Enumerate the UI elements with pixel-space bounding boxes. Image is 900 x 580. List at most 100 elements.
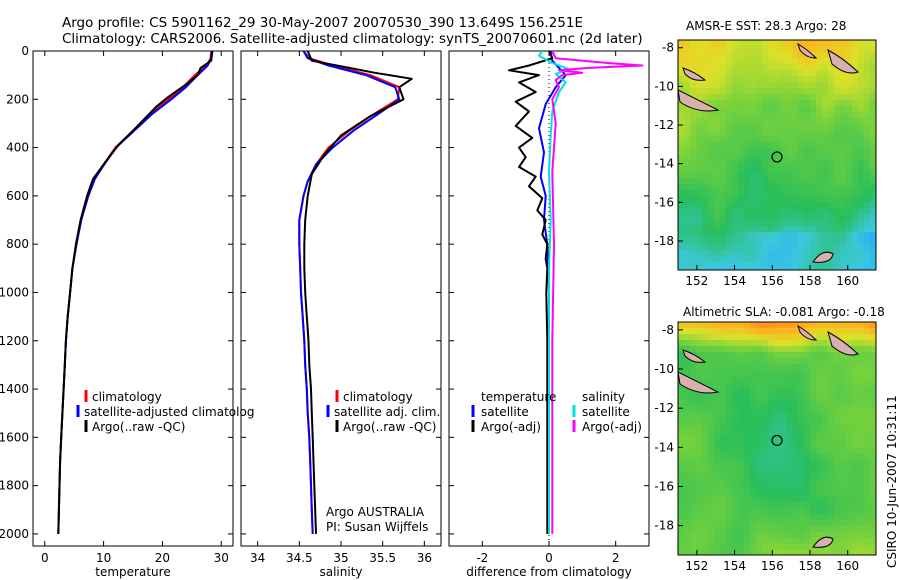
heatmap-cell bbox=[804, 178, 811, 185]
heatmap-cell bbox=[864, 550, 871, 555]
heatmap-cell bbox=[828, 394, 835, 401]
heatmap-cell bbox=[762, 226, 769, 233]
heatmap-cell bbox=[678, 484, 685, 491]
heatmap-cell bbox=[816, 106, 823, 113]
heatmap-cell bbox=[726, 88, 733, 95]
heatmap-cell bbox=[834, 358, 841, 365]
heatmap-cell bbox=[702, 496, 709, 503]
salinity-legend: climatology satellite adj. clim. Argo(..… bbox=[326, 390, 440, 534]
heatmap-cell bbox=[780, 472, 787, 479]
heatmap-cell bbox=[786, 172, 793, 179]
heatmap-cell bbox=[732, 46, 739, 53]
heatmap-cell bbox=[846, 256, 853, 263]
heatmap-cell bbox=[708, 232, 715, 239]
heatmap-cell bbox=[858, 454, 865, 461]
heatmap-cell bbox=[810, 442, 817, 449]
heatmap-cell bbox=[738, 82, 745, 89]
heatmap-cell bbox=[726, 400, 733, 407]
heatmap-cell bbox=[780, 514, 787, 521]
heatmap-cell bbox=[846, 232, 853, 239]
heatmap-cell bbox=[780, 442, 787, 449]
heatmap-cell bbox=[870, 514, 876, 521]
heatmap-cell bbox=[816, 466, 823, 473]
heatmap-cell bbox=[774, 118, 781, 125]
heatmap-cell bbox=[690, 460, 697, 467]
heatmap-cell bbox=[834, 148, 841, 155]
heatmap-cell bbox=[822, 226, 829, 233]
series-line bbox=[298, 51, 401, 534]
heatmap-cell bbox=[870, 196, 876, 203]
heatmap-cell bbox=[810, 502, 817, 509]
heatmap-cell bbox=[768, 238, 775, 245]
heatmap-cell bbox=[798, 232, 805, 239]
heatmap-cell bbox=[762, 238, 769, 245]
heatmap-cell bbox=[726, 160, 733, 167]
heatmap-cell bbox=[678, 106, 685, 113]
temperature-legend: climatology satellite-adjusted climatolo… bbox=[76, 390, 254, 434]
heatmap-cell bbox=[804, 142, 811, 149]
heatmap-cell bbox=[840, 496, 847, 503]
heatmap-cell bbox=[714, 436, 721, 443]
heatmap-cell bbox=[762, 256, 769, 263]
heatmap-cell bbox=[852, 208, 859, 215]
heatmap-cell bbox=[816, 400, 823, 407]
heatmap-cell bbox=[702, 478, 709, 485]
heatmap-cell bbox=[828, 100, 835, 107]
heatmap-cell bbox=[774, 496, 781, 503]
heatmap-cell bbox=[864, 232, 871, 239]
heatmap-cell bbox=[750, 436, 757, 443]
heatmap-cell bbox=[786, 382, 793, 389]
heatmap-cell bbox=[732, 376, 739, 383]
heatmap-cell bbox=[756, 382, 763, 389]
heatmap-cell bbox=[828, 436, 835, 443]
heatmap-cell bbox=[756, 232, 763, 239]
heatmap-cell bbox=[780, 358, 787, 365]
heatmap-cell bbox=[870, 208, 876, 215]
heatmap-cell bbox=[708, 376, 715, 383]
heatmap-cell bbox=[786, 100, 793, 107]
heatmap-cell bbox=[732, 550, 739, 555]
heatmap-cell bbox=[846, 340, 853, 347]
heatmap-cell bbox=[858, 334, 865, 341]
heatmap-cell bbox=[738, 226, 745, 233]
heatmap-cell bbox=[864, 118, 871, 125]
heatmap-cell bbox=[828, 94, 835, 101]
heatmap-cell bbox=[714, 514, 721, 521]
heatmap-cell bbox=[786, 46, 793, 53]
heatmap-cell bbox=[798, 442, 805, 449]
heatmap-cell bbox=[732, 352, 739, 359]
heatmap-cell bbox=[804, 76, 811, 83]
heatmap-cell bbox=[804, 100, 811, 107]
heatmap-cell bbox=[786, 148, 793, 155]
heatmap-cell bbox=[792, 346, 799, 353]
heatmap-cell bbox=[864, 358, 871, 365]
heatmap-cell bbox=[858, 352, 865, 359]
heatmap-cell bbox=[744, 136, 751, 143]
heatmap-cell bbox=[720, 322, 727, 329]
heatmap-cell bbox=[780, 106, 787, 113]
heatmap-cell bbox=[798, 172, 805, 179]
heatmap-cell bbox=[726, 520, 733, 527]
heatmap-cell bbox=[834, 526, 841, 533]
heatmap-cell bbox=[720, 472, 727, 479]
heatmap-cell bbox=[774, 214, 781, 221]
heatmap-cell bbox=[858, 58, 865, 65]
heatmap-cell bbox=[756, 472, 763, 479]
heatmap-cell bbox=[858, 418, 865, 425]
heatmap-cell bbox=[792, 100, 799, 107]
heatmap-cell bbox=[804, 250, 811, 257]
heatmap-cell bbox=[858, 490, 865, 497]
heatmap-cell bbox=[798, 550, 805, 555]
heatmap-cell bbox=[834, 100, 841, 107]
heatmap-cell bbox=[840, 532, 847, 539]
heatmap-cell bbox=[750, 184, 757, 191]
heatmap-cell bbox=[690, 118, 697, 125]
heatmap-cell bbox=[792, 172, 799, 179]
heatmap-cell bbox=[768, 460, 775, 467]
heatmap-cell bbox=[840, 442, 847, 449]
heatmap-cell bbox=[834, 154, 841, 161]
heatmap-cell bbox=[786, 424, 793, 431]
heatmap-cell bbox=[714, 244, 721, 251]
heatmap-cell bbox=[726, 238, 733, 245]
heatmap-cell bbox=[858, 412, 865, 419]
